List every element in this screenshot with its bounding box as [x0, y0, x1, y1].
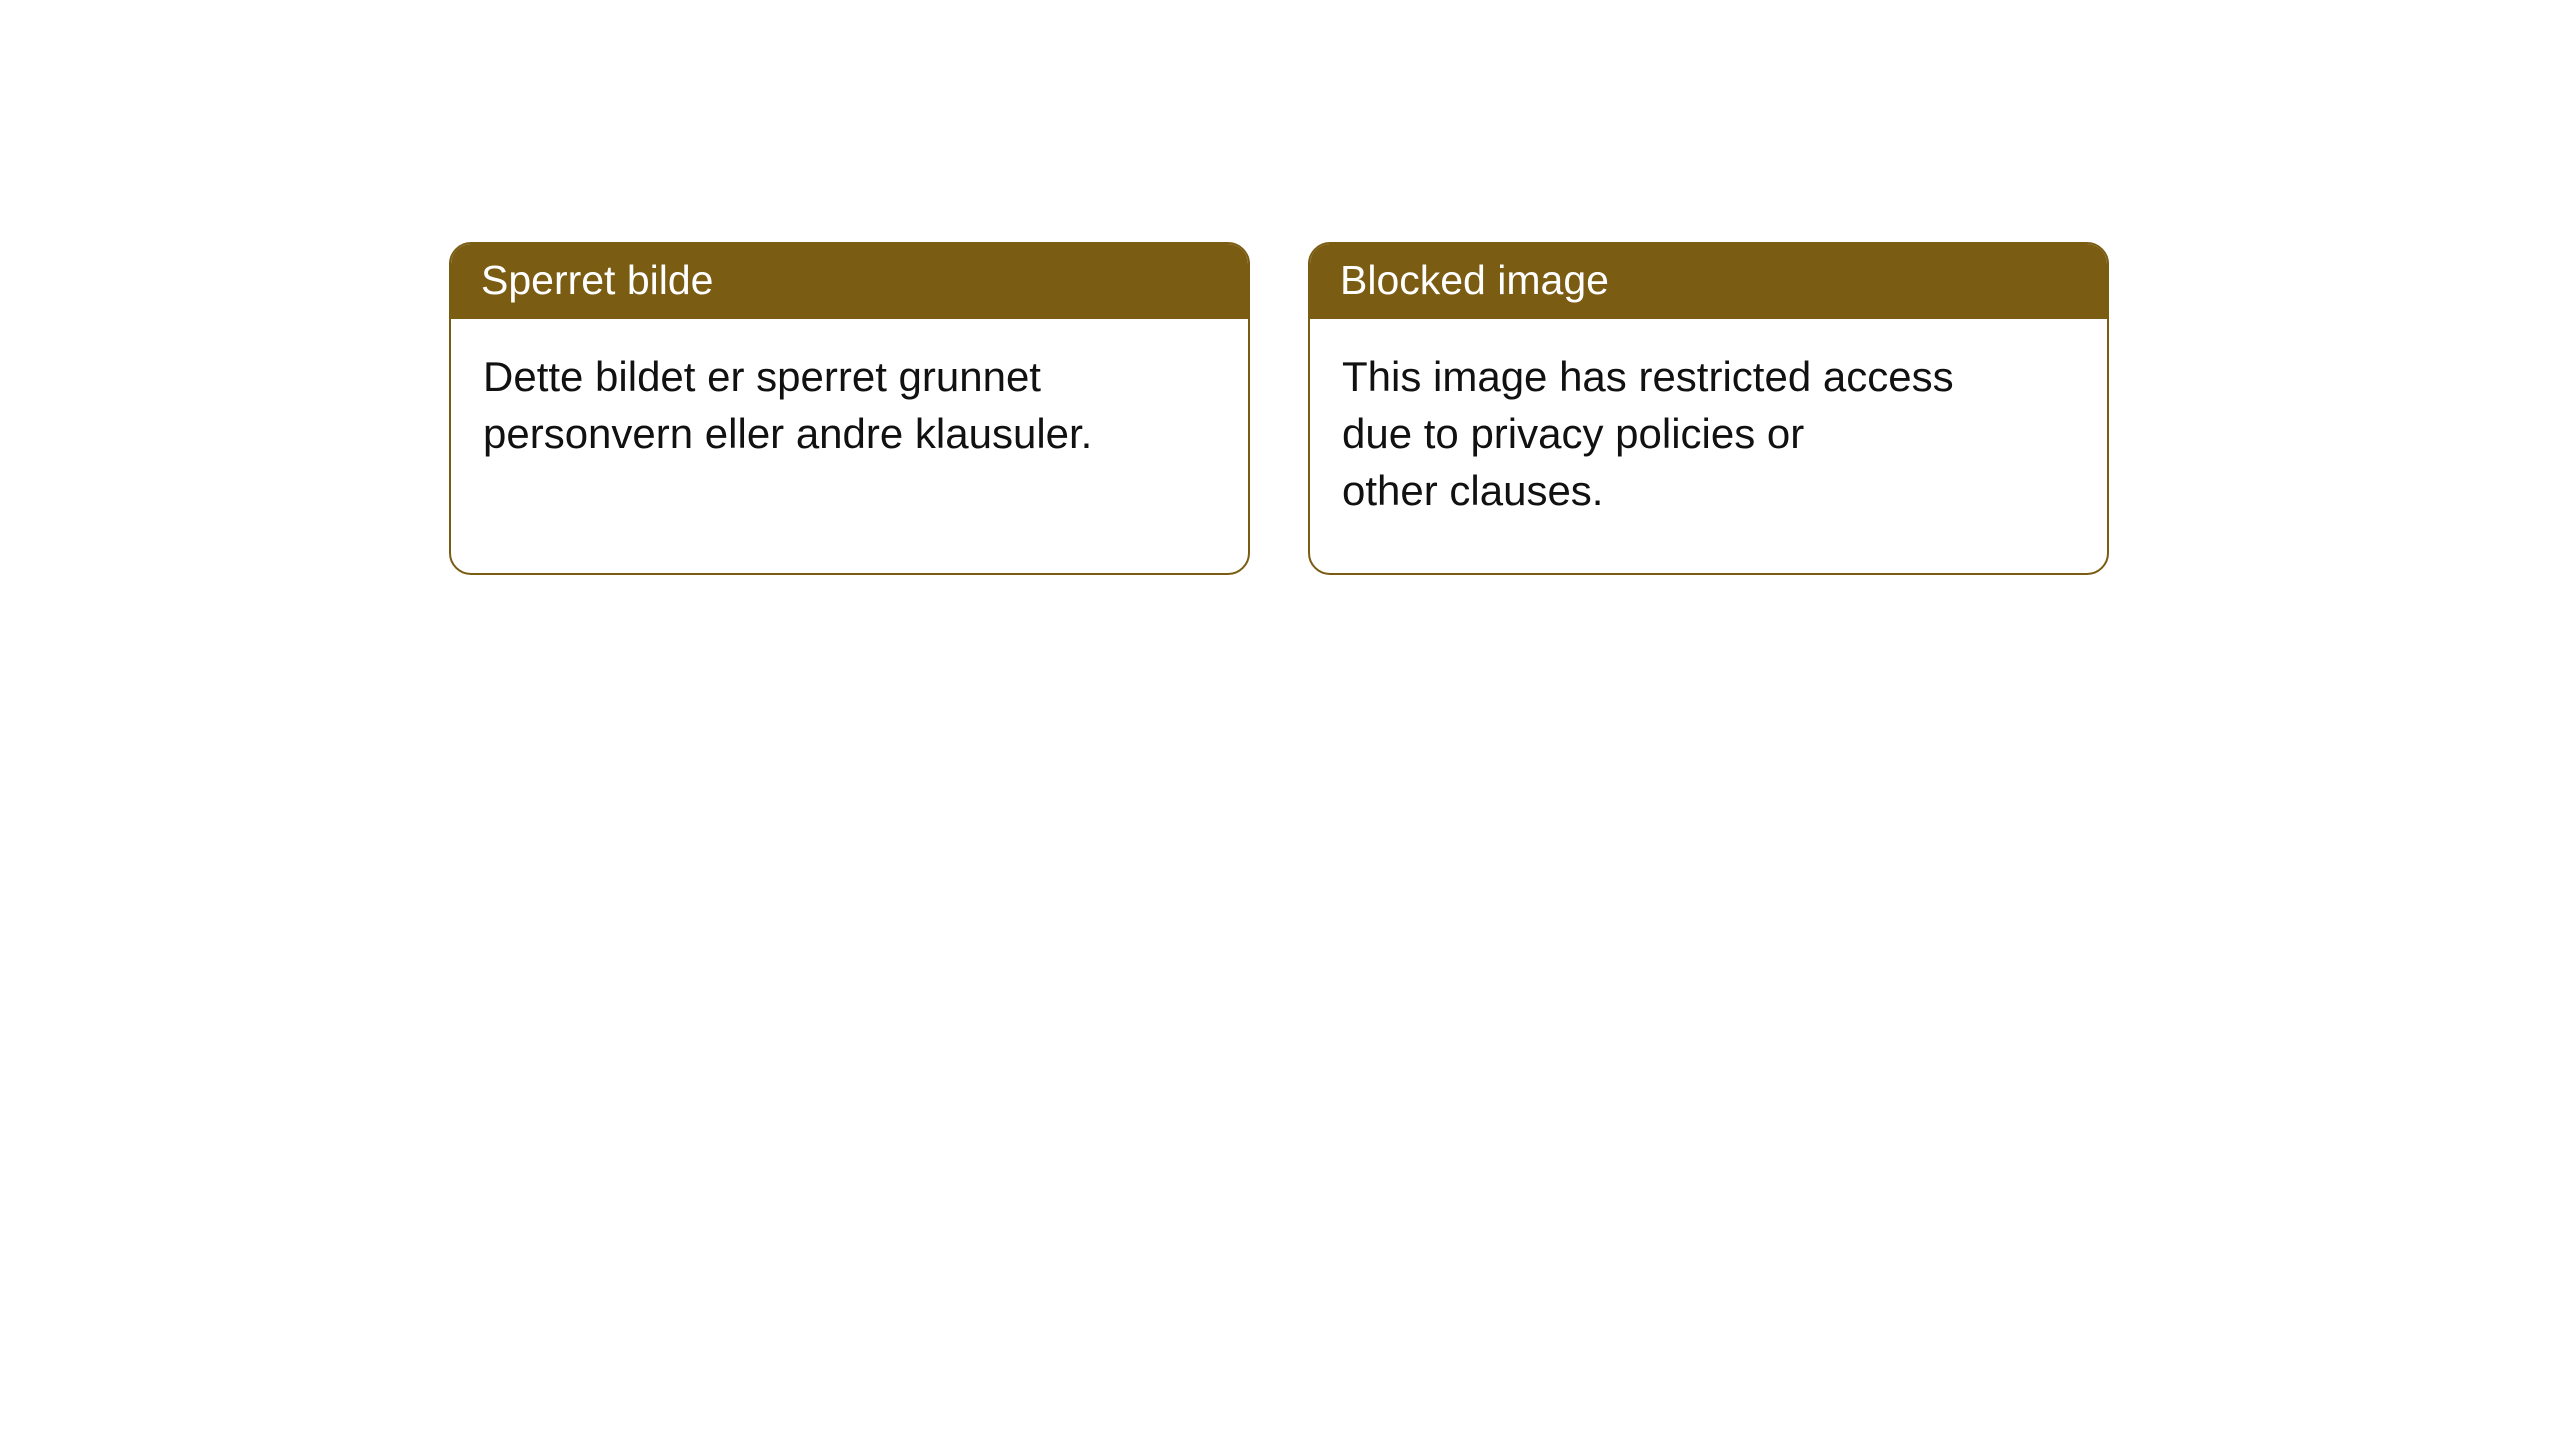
notice-card-body: This image has restricted access due to …: [1310, 319, 2107, 573]
notice-card: Sperret bildeDette bildet er sperret gru…: [449, 242, 1250, 575]
notice-card: Blocked imageThis image has restricted a…: [1308, 242, 2109, 575]
notice-card-title: Sperret bilde: [451, 244, 1248, 319]
notice-card-body: Dette bildet er sperret grunnet personve…: [451, 319, 1248, 573]
page-canvas: Sperret bildeDette bildet er sperret gru…: [0, 0, 2560, 1440]
notice-card-title: Blocked image: [1310, 244, 2107, 319]
notice-cards-row: Sperret bildeDette bildet er sperret gru…: [449, 242, 2109, 575]
